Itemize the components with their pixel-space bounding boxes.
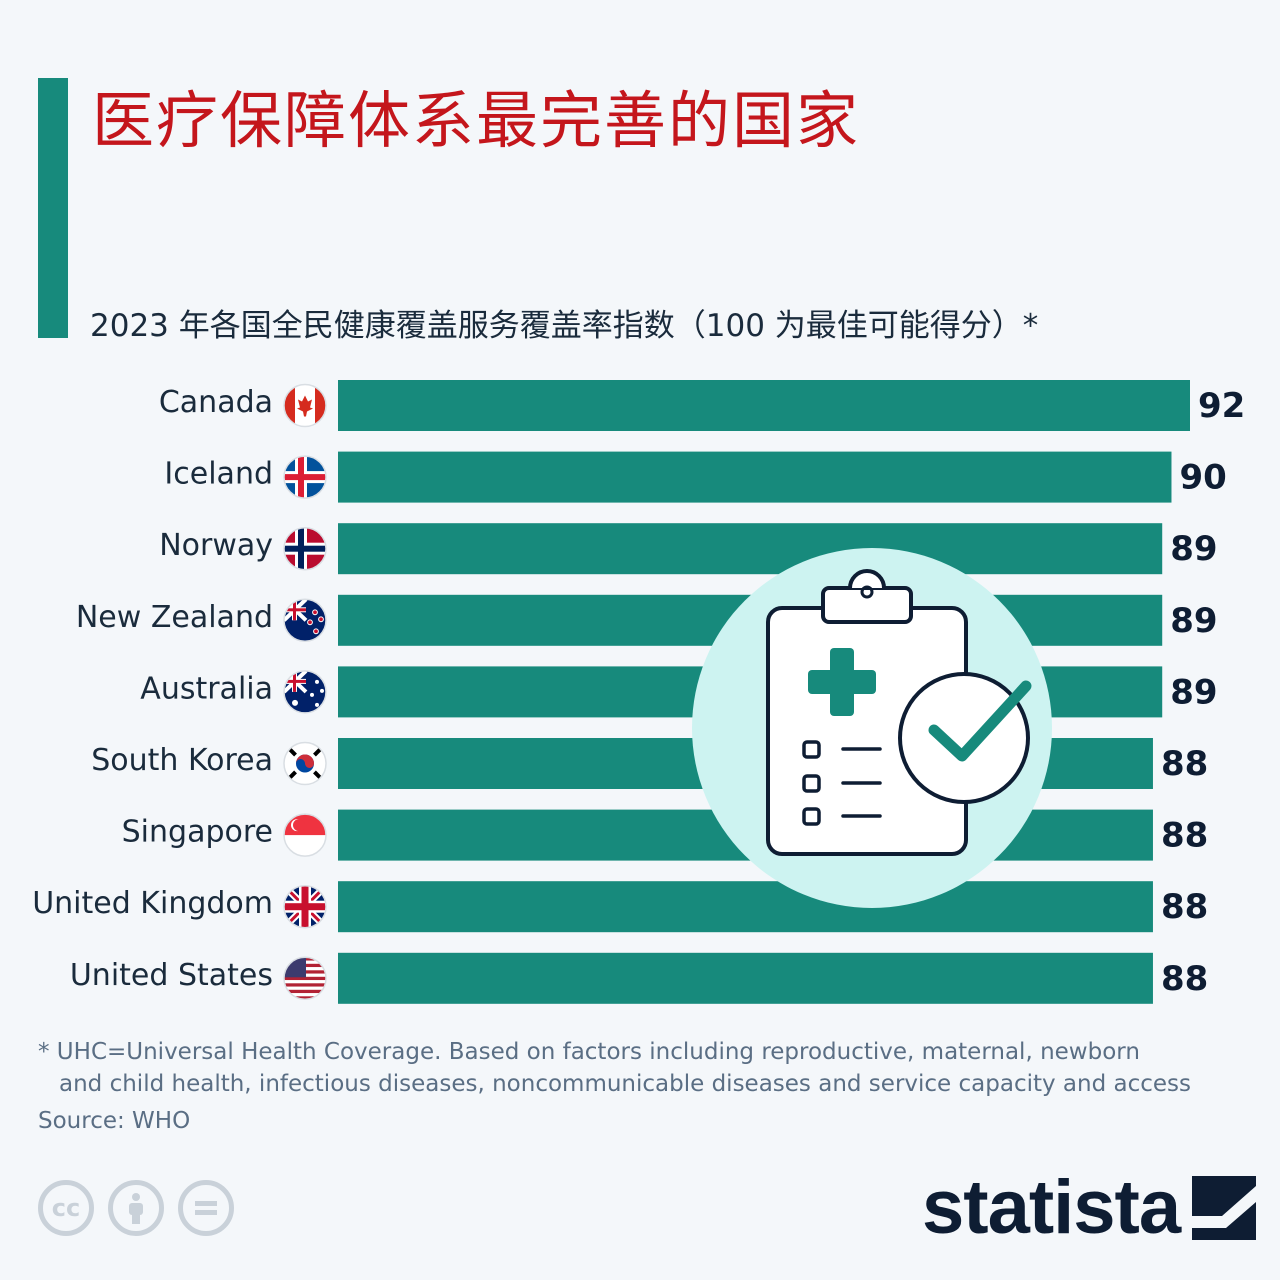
category-label: Canada bbox=[159, 385, 273, 420]
category-label: Australia bbox=[140, 671, 273, 706]
bar-united-kingdom bbox=[338, 881, 1153, 933]
medical-cross-icon bbox=[808, 648, 876, 716]
category-label: United States bbox=[70, 958, 273, 993]
united-states-flag-icon bbox=[283, 956, 327, 1001]
singapore-flag-icon bbox=[283, 813, 327, 857]
value-label: 88 bbox=[1161, 744, 1208, 784]
south-korea-flag-icon bbox=[283, 741, 327, 786]
statista-logo[interactable]: statista bbox=[922, 1165, 1257, 1250]
bar-united-states bbox=[338, 952, 1153, 1004]
category-label: Norway bbox=[159, 528, 273, 563]
norway-flag-icon bbox=[283, 526, 327, 571]
source-note: Source: WHO bbox=[38, 1108, 191, 1134]
category-label: United Kingdom bbox=[32, 886, 273, 921]
value-label: 89 bbox=[1170, 529, 1217, 569]
bar-norway bbox=[338, 523, 1163, 575]
footnote-line-1: * UHC=Universal Health Coverage. Based o… bbox=[38, 1039, 1140, 1065]
bar-canada bbox=[338, 380, 1190, 431]
bar-chart: Canada Iceland Norway New Zealand Australia S… bbox=[32, 380, 1245, 1004]
footnote: * UHC=Universal Health Coverage. Based o… bbox=[38, 1036, 1248, 1100]
value-label: 89 bbox=[1170, 601, 1217, 641]
category-label: Iceland bbox=[164, 457, 273, 492]
values-layer: 92 90 89 89 89 88 88 88 88 bbox=[1161, 386, 1245, 999]
new-zealand-flag-icon bbox=[283, 598, 327, 643]
checklist-lines bbox=[802, 740, 882, 826]
value-label: 88 bbox=[1161, 887, 1208, 927]
clipboard-illustration bbox=[692, 548, 1052, 908]
by-person-icon[interactable] bbox=[108, 1180, 164, 1236]
chart-title: 医疗保障体系最完善的国家 bbox=[92, 84, 861, 157]
value-label: 89 bbox=[1170, 672, 1217, 712]
canada-flag-icon bbox=[283, 383, 327, 428]
australia-flag-icon bbox=[283, 670, 327, 714]
value-label: 88 bbox=[1161, 959, 1208, 999]
category-label: Singapore bbox=[122, 815, 273, 850]
brand-name: statista bbox=[922, 1165, 1181, 1250]
value-label: 88 bbox=[1161, 816, 1208, 856]
value-label: 92 bbox=[1198, 386, 1245, 426]
chart-subtitle: 2023 年各国全民健康覆盖服务覆盖率指数（100 为最佳可能得分）* bbox=[90, 308, 1039, 344]
category-label: South Korea bbox=[91, 743, 273, 778]
license-icons: cc bbox=[38, 1180, 234, 1236]
accent-bar bbox=[38, 78, 68, 338]
category-label: New Zealand bbox=[76, 600, 273, 635]
footnote-line-2: and child health, infectious diseases, n… bbox=[59, 1071, 1191, 1097]
flags-layer bbox=[283, 383, 327, 1001]
bar-iceland bbox=[338, 451, 1172, 503]
value-label: 90 bbox=[1179, 458, 1226, 498]
cc-icon[interactable]: cc bbox=[38, 1180, 94, 1236]
iceland-flag-icon bbox=[283, 455, 327, 499]
nd-equals-icon[interactable] bbox=[178, 1180, 234, 1236]
check-circle-icon bbox=[898, 672, 1032, 804]
statista-mark-icon bbox=[1192, 1176, 1257, 1240]
united-kingdom-flag-icon bbox=[283, 884, 327, 929]
